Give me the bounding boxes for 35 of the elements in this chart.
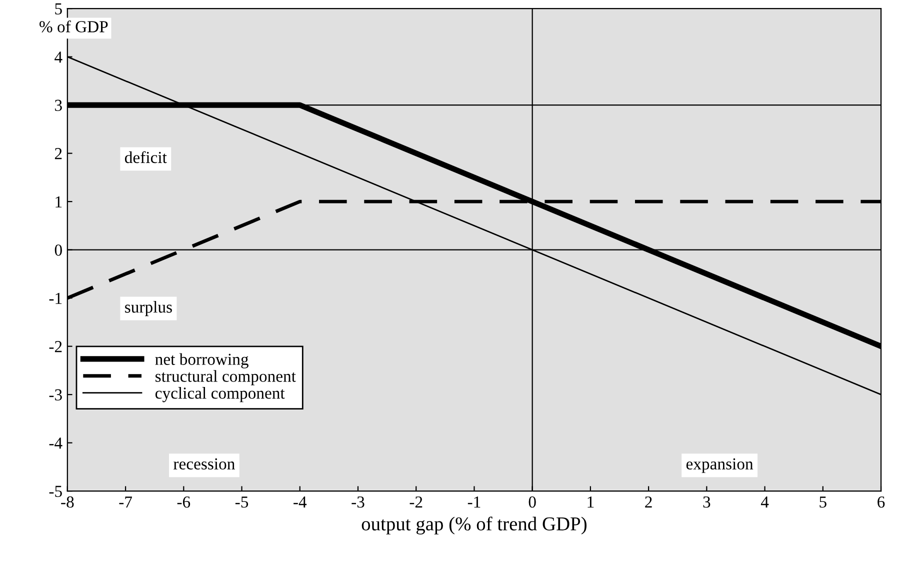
x-tick-label: 1 (588, 496, 594, 508)
y-tick-label: 0 (54, 244, 62, 256)
y-tick-label: -5 (49, 486, 62, 498)
annotation: surplus (125, 300, 172, 316)
x-tick-label: -4 (294, 496, 307, 508)
annotation: expansion (686, 458, 754, 473)
x-tick-label: 5 (820, 496, 826, 508)
y-tick-label: -1 (49, 292, 62, 304)
y-axis-title: % of GDP (40, 20, 108, 32)
y-tick-label: -3 (49, 389, 62, 401)
legend-label: cyclical component (155, 387, 285, 402)
x-tick-label: -3 (352, 496, 364, 508)
x-tick-label: -6 (177, 496, 190, 508)
y-tick-label: 4 (54, 52, 62, 63)
annotation: recession (174, 458, 235, 470)
x-tick-label: 6 (878, 496, 885, 508)
x-tick-label: 0 (528, 496, 536, 508)
annotation: deficit (124, 151, 167, 164)
y-tick-label: 2 (54, 148, 62, 160)
x-axis-title: output gap (% of trend GDP) (362, 516, 587, 534)
x-tick-label: -1 (468, 496, 480, 508)
y-tick-label: 1 (56, 196, 62, 208)
y-tick-label: 3 (55, 100, 62, 112)
x-tick-label: 3 (703, 496, 710, 508)
x-tick-label: 4 (760, 496, 769, 508)
y-tick-label: -4 (49, 438, 62, 449)
x-tick-label: -5 (235, 496, 248, 508)
y-tick-label: 5 (55, 3, 62, 15)
x-tick-label: -7 (119, 496, 132, 508)
x-tick-label: -2 (410, 496, 422, 508)
legend-label: net borrowing (155, 353, 248, 368)
x-tick-label: -8 (61, 496, 74, 508)
y-tick-label: -2 (49, 341, 62, 352)
x-tick-label: 2 (645, 496, 652, 508)
legend-label: structural component (156, 370, 296, 386)
